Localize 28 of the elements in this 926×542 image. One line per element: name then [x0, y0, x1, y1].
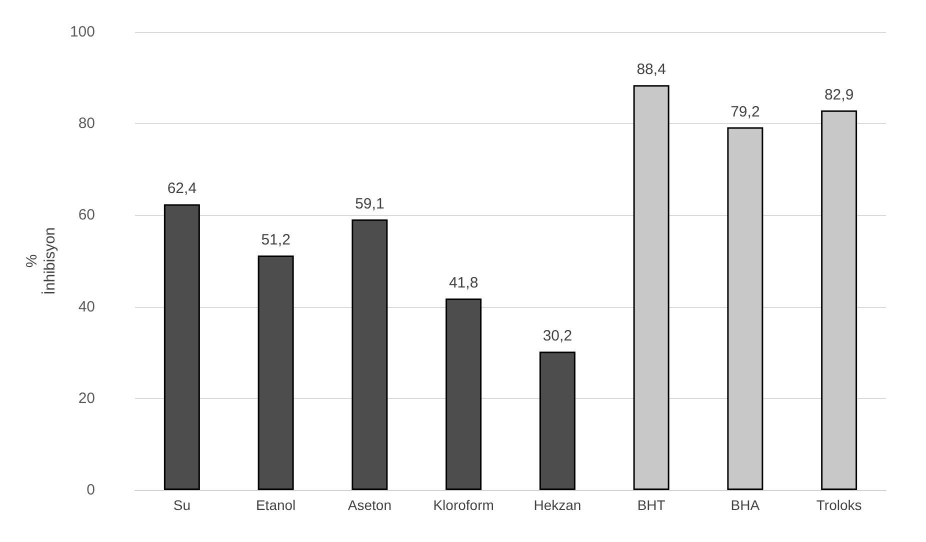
data-label: 41,8 [448, 274, 478, 292]
y-axis-title: % İnhibisyon [24, 227, 59, 295]
x-tick-label: BHA [730, 497, 760, 513]
y-tick-label: 40 [78, 298, 95, 316]
x-tick-label: Su [173, 497, 190, 513]
data-label: 79,2 [730, 103, 760, 120]
bar [352, 219, 388, 490]
x-tick-label: Aseton [348, 497, 392, 513]
data-label: 51,2 [261, 232, 290, 249]
data-label: 88,4 [636, 61, 666, 78]
y-tick-label: 100 [70, 24, 95, 40]
y-tick-label: 20 [78, 390, 95, 407]
data-label: 62,4 [167, 180, 197, 198]
data-label: 30,2 [542, 328, 572, 345]
data-label: 82,9 [824, 86, 854, 104]
data-label: 59,1 [355, 195, 384, 212]
x-tick-label: BHT [637, 497, 666, 513]
bar [164, 204, 200, 490]
bar [258, 256, 294, 490]
y-tick-label: 80 [78, 115, 95, 132]
x-tick-label: Hekzan [534, 497, 582, 513]
y-tick-label: 0 [86, 482, 95, 498]
y-tick-label: 60 [78, 206, 95, 224]
x-tick-label: Kloroform [433, 497, 494, 513]
bar [539, 352, 576, 490]
x-tick-label: Troloks [816, 497, 862, 513]
x-tick-label: Etanol [256, 497, 296, 513]
bar [446, 298, 482, 490]
